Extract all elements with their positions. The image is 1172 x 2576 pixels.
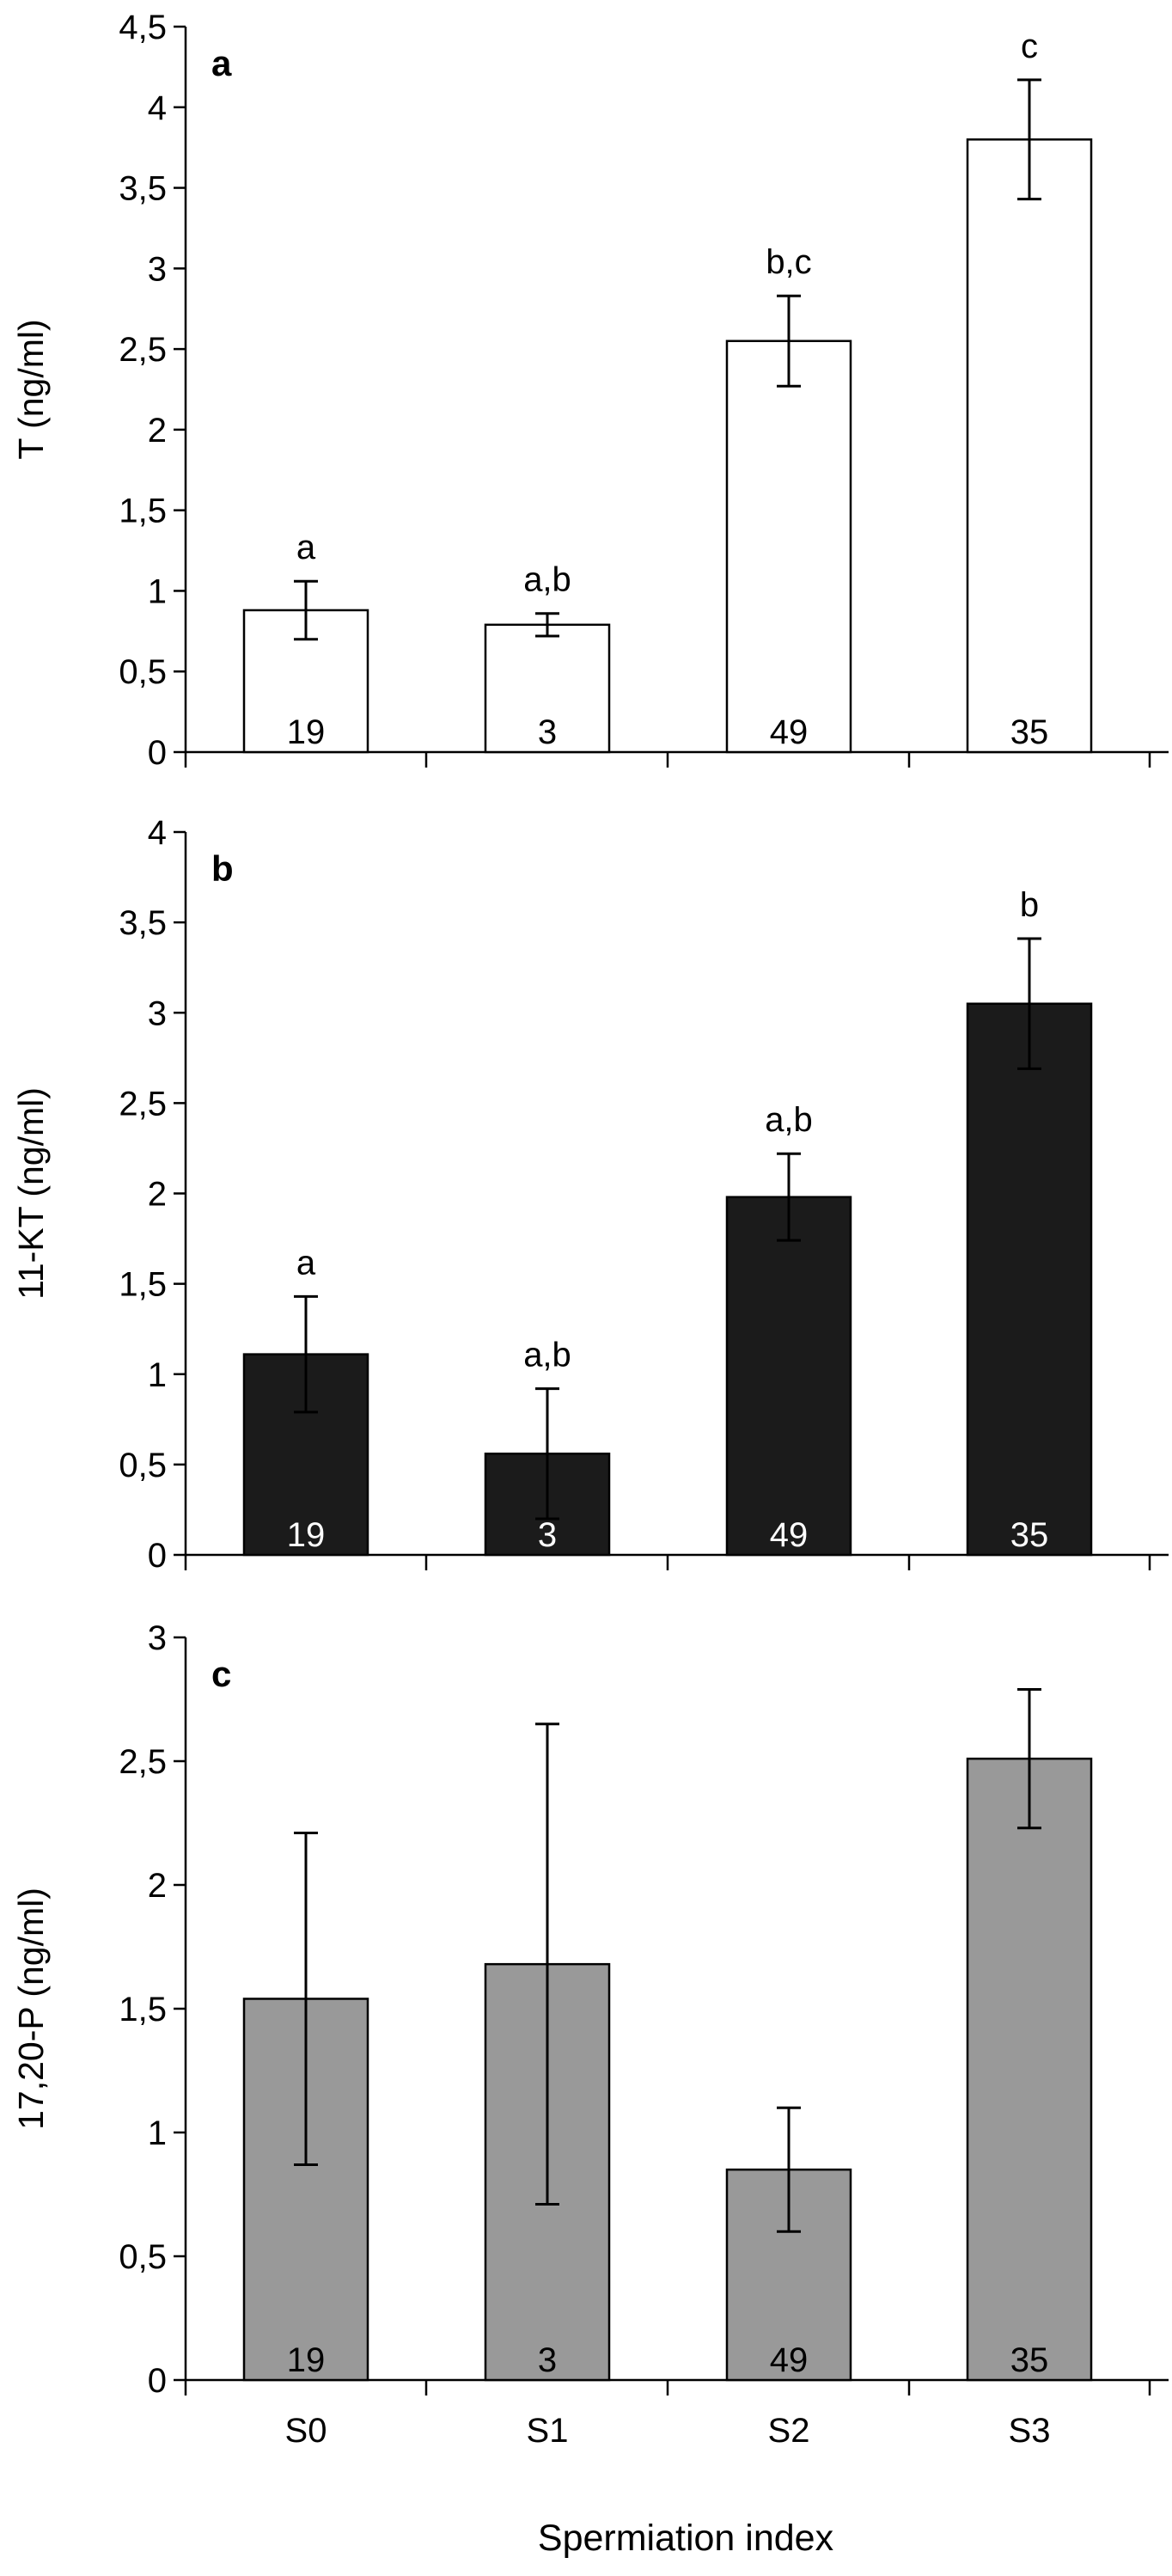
bar-S3 [966,1757,1093,2382]
sample-size-label: 19 [287,2341,326,2379]
y-tick-label: 2 [148,1176,167,1214]
y-tick-label: 0 [148,734,167,772]
significance-label: a,b [523,1337,571,1374]
x-tick-label: S1 [527,2412,569,2450]
sample-size-label: 3 [538,1516,557,1554]
significance-label: a,b [765,1101,813,1139]
sample-size-label: 3 [538,713,557,751]
y-tick-label: 1,5 [119,493,167,530]
y-tick-label: 1,5 [119,1991,167,2028]
sample-size-label: 35 [1010,1516,1049,1554]
significance-label: a [296,529,316,566]
sample-size-label: 19 [287,1516,326,1554]
y-tick-label: 4 [148,89,167,127]
panel-c: 0 0,5 1 1,5 2 2,5 3 17,20-P (ng/ml) c 19 3 49 35 S0 S1… [11,1619,1169,2450]
bar-S2 [725,1196,852,1557]
y-tick-label: 4,5 [119,9,167,46]
sample-size-label: 49 [770,2341,809,2379]
panel-a: 0 0,5 1 1,5 2 2,5 3 3,5 4 4,5 T (ng/ml) a 19 a 3 a,b 49 b… [11,9,1169,772]
y-tick-label: 4 [148,814,167,852]
x-tick-label: S0 [285,2412,327,2450]
bar-S3 [966,138,1093,754]
x-tick-label: S3 [1009,2412,1051,2450]
sample-size-label: 3 [538,2341,557,2379]
y-tick-label: 1 [148,572,167,610]
panel-letter: b [211,848,234,889]
x-axis-label: Spermiation index [538,2518,834,2559]
bar-S1 [484,623,611,754]
y-tick-label: 1,5 [119,1266,167,1304]
sample-size-label: 49 [770,1516,809,1554]
y-tick-label: 2 [148,412,167,450]
y-tick-label: 0 [148,1537,167,1575]
significance-label: b [1020,886,1039,924]
y-tick-label: 2,5 [119,331,167,369]
y-tick-label: 3 [148,1619,167,1657]
sample-size-label: 49 [770,713,809,751]
y-tick-label: 3 [148,250,167,288]
y-tick-label: 0 [148,2362,167,2400]
y-tick-label: 0,5 [119,1447,167,1484]
y-tick-label: 0,5 [119,2238,167,2276]
y-tick-label: 0,5 [119,653,167,691]
significance-label: b,c [766,243,811,281]
y-axis-label: 11-KT (ng/ml) [11,1087,51,1300]
y-tick-label: 3,5 [119,904,167,942]
significance-label: a,b [523,561,571,599]
y-tick-label: 2,5 [119,1085,167,1123]
sample-size-label: 19 [287,713,326,751]
y-tick-label: 3 [148,994,167,1032]
y-tick-label: 3,5 [119,170,167,208]
y-axis-label: T (ng/ml) [11,319,51,459]
panels: 0 0,5 1 1,5 2 2,5 3 3,5 4 4,5 T (ng/ml) a 19 a 3 a,b 49 b… [11,9,1169,2450]
panel-b: 0 0,5 1 1,5 2 2,5 3 3,5 4 11-KT (ng/ml) b 19 a 3 a,b 49… [11,814,1169,1575]
bar-S3 [966,1002,1093,1557]
significance-label: a [296,1244,316,1282]
panel-letter: c [211,1654,231,1694]
panel-letter: a [211,43,232,83]
significance-label: c [1021,28,1038,65]
y-tick-label: 2,5 [119,1743,167,1781]
bar-S2 [725,340,852,754]
sample-size-label: 35 [1010,2341,1049,2379]
y-tick-label: 2 [148,1867,167,1905]
y-tick-label: 1 [148,2114,167,2152]
sample-size-label: 35 [1010,713,1049,751]
x-tick-label: S2 [768,2412,810,2450]
y-axis-label: 17,20-P (ng/ml) [11,1888,51,2130]
y-tick-label: 1 [148,1356,167,1394]
